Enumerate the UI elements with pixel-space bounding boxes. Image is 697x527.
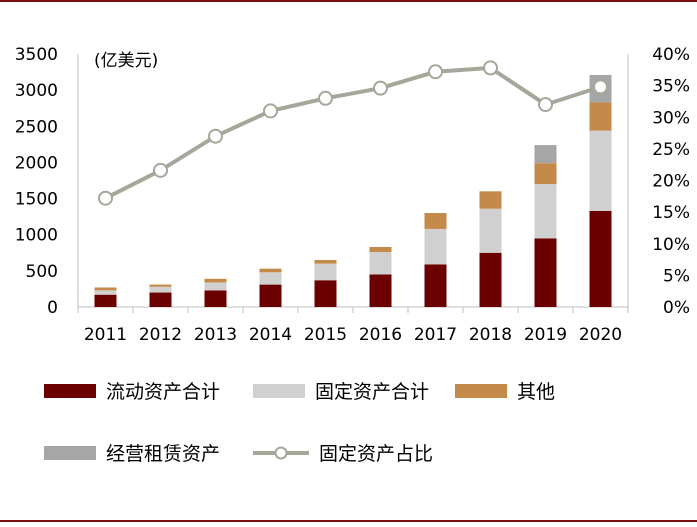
line-point — [593, 79, 608, 95]
legend-swatch — [44, 384, 96, 398]
y-right-tick-label: 20% — [652, 172, 690, 192]
bar-segment — [534, 184, 557, 239]
y-left-tick-label: 0 — [47, 298, 58, 318]
x-tick-label: 2019 — [524, 325, 567, 345]
bar-segment — [369, 247, 392, 253]
bar-segment — [479, 208, 502, 253]
legend-line-marker — [274, 446, 288, 460]
bar-segment — [149, 284, 172, 287]
bar-segment — [204, 278, 227, 283]
bar-segment — [369, 252, 392, 275]
x-tick-label: 2015 — [304, 325, 347, 345]
bar-segment — [589, 210, 612, 307]
bar-segment — [204, 282, 227, 291]
y-left-tick-label: 2000 — [15, 153, 58, 173]
bar-segment — [369, 274, 392, 307]
line-point — [318, 90, 333, 106]
bar-segment — [534, 238, 557, 307]
line-point — [373, 80, 388, 96]
x-tick-label: 2020 — [579, 325, 622, 345]
y-left-tick-label: 500 — [26, 262, 58, 282]
line-layer — [98, 60, 608, 206]
y-left-tick-label: 1000 — [15, 226, 58, 246]
bar-segment — [589, 102, 612, 131]
y-left-tick-label: 3000 — [15, 81, 58, 101]
line-point — [98, 190, 113, 206]
legend-label: 固定资产合计 — [315, 381, 429, 403]
bar-segment — [479, 191, 502, 209]
y-right-tick-label: 10% — [652, 235, 690, 255]
x-tick-label: 2016 — [359, 325, 402, 345]
bar-segment — [424, 228, 447, 265]
y-right-tick-label: 30% — [652, 108, 690, 128]
bar-segment — [314, 263, 337, 281]
line-point — [428, 64, 443, 80]
unit-label: (亿美元) — [94, 51, 158, 71]
bar-segment — [259, 272, 282, 285]
x-tick-label: 2011 — [84, 325, 127, 345]
line-point — [153, 162, 168, 178]
bar-segment — [259, 284, 282, 307]
bar-segment — [479, 252, 502, 307]
x-tick-label: 2017 — [414, 325, 457, 345]
legend-label: 流动资产合计 — [106, 381, 220, 403]
line-point — [263, 103, 278, 119]
y-right-tick-label: 25% — [652, 140, 690, 160]
bars-layer — [94, 74, 612, 307]
bar-segment — [534, 163, 557, 185]
y-right-tick-label: 35% — [652, 77, 690, 97]
y-right-tick-label: 0% — [663, 298, 690, 318]
y-right-tick-label: 40% — [652, 45, 690, 65]
bar-segment — [314, 280, 337, 307]
bar-segment — [314, 260, 337, 264]
y-right-tick-label: 15% — [652, 203, 690, 223]
x-tick-label: 2014 — [249, 325, 292, 345]
bar-segment — [259, 268, 282, 273]
y-left-tick-label: 1500 — [15, 190, 58, 210]
bar-segment — [204, 290, 227, 307]
x-tick-label: 2012 — [139, 325, 182, 345]
legend-label: 固定资产占比 — [319, 443, 433, 465]
x-tick-label: 2013 — [194, 325, 237, 345]
line-point — [208, 128, 223, 144]
y-right-tick-label: 5% — [663, 266, 690, 286]
bar-segment — [424, 213, 447, 229]
bar-segment — [589, 130, 612, 211]
line-point — [538, 97, 553, 113]
axes-layer: 0 500 1000 1500 2000 2500 3000 3500 0% 5% 10% 15% 20… — [15, 45, 690, 345]
legend-swatch — [455, 384, 507, 398]
legend-swatch — [44, 446, 96, 460]
series-line — [104, 65, 602, 200]
y-left-tick-label: 2500 — [15, 117, 58, 137]
bar-segment — [149, 292, 172, 307]
bar-segment — [94, 290, 117, 295]
legend-label: 经营租赁资产 — [106, 443, 220, 465]
bar-segment — [94, 294, 117, 307]
y-left-tick-label: 3500 — [15, 45, 58, 65]
x-tick-label: 2018 — [469, 325, 512, 345]
bar-segment — [149, 286, 172, 293]
bar-segment — [424, 264, 447, 307]
line-point — [483, 60, 498, 76]
bar-segment — [94, 287, 117, 291]
bar-segment — [534, 145, 557, 164]
legend-swatch — [253, 384, 305, 398]
legend-label: 其他 — [517, 381, 555, 403]
